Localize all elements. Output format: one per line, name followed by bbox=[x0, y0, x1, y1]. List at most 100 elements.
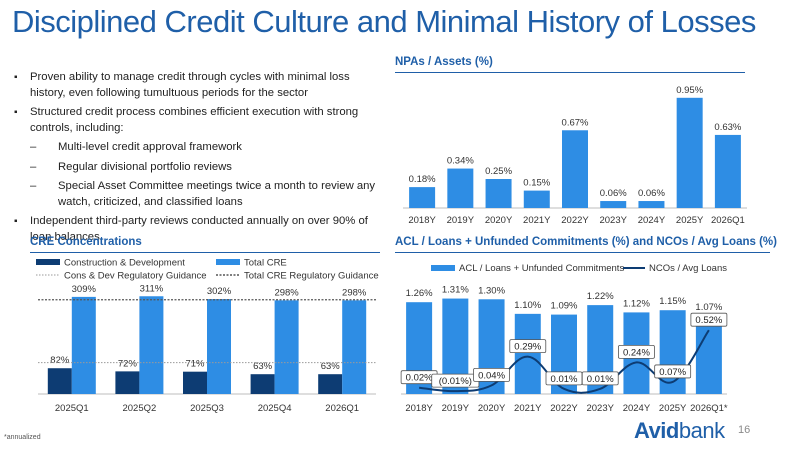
legend-label-total-cre: Total CRE bbox=[244, 258, 287, 269]
npa-x-tick-label: 2024Y bbox=[638, 215, 666, 226]
nco-label-box bbox=[654, 364, 692, 379]
cre-bar-total bbox=[139, 296, 164, 394]
npa-data-label: 0.15% bbox=[523, 178, 550, 189]
cre-bar-total bbox=[342, 300, 367, 394]
nco-data-label: 0.04% bbox=[478, 370, 505, 381]
npa-x-tick-label: 2022Y bbox=[561, 215, 589, 226]
acl-x-tick-label: 2022Y bbox=[550, 403, 578, 414]
npa-x-tick-label: 2020Y bbox=[485, 215, 513, 226]
npa-x-tick-label: 2026Q1 bbox=[711, 215, 745, 226]
acl-data-label: 1.09% bbox=[551, 301, 578, 312]
cre-bar-construction bbox=[115, 371, 140, 394]
legend-label-cre-guidance: Total CRE Regulatory Guidance bbox=[244, 271, 379, 282]
npa-bar bbox=[562, 130, 588, 208]
company-logo: Avidbank bbox=[634, 418, 725, 444]
acl-x-tick-label: 2025Y bbox=[659, 403, 687, 414]
footnote: *annualized bbox=[4, 434, 41, 441]
npa-data-label: 0.06% bbox=[600, 188, 627, 199]
cre-bar-construction bbox=[47, 368, 72, 394]
sub-bullet-item: Multi-level credit approval framework bbox=[14, 140, 379, 156]
npa-x-tick-label: 2023Y bbox=[599, 215, 627, 226]
legend-label-cd-guidance: Cons & Dev Regulatory Guidance bbox=[64, 271, 207, 282]
bullet-list: Proven ability to manage credit through … bbox=[14, 70, 379, 249]
nco-label-box bbox=[581, 371, 619, 386]
npa-bar bbox=[485, 179, 512, 208]
npa-bar bbox=[638, 201, 665, 208]
acl-title-rule bbox=[395, 252, 770, 253]
npa-chart: 0.18% 2018Y 0.34% 2019Y 0.25% 2020Y 0.15% 2021Y… bbox=[403, 85, 747, 226]
cre-label-total: 298% bbox=[342, 287, 367, 298]
nco-data-label: (0.01%) bbox=[439, 376, 472, 387]
npa-bar bbox=[523, 190, 550, 208]
acl-bar bbox=[659, 310, 686, 394]
cre-x-tick-label: 2025Q4 bbox=[258, 403, 292, 414]
npa-x-tick-label: 2021Y bbox=[523, 215, 551, 226]
acl-x-tick-label: 2026Q1* bbox=[690, 403, 728, 414]
nco-label-box bbox=[509, 339, 547, 354]
cre-bar-construction bbox=[250, 374, 275, 394]
bullet-item: Structured credit process combines effic… bbox=[14, 105, 379, 136]
npa-title-rule bbox=[395, 72, 745, 73]
acl-data-label: 1.26% bbox=[406, 288, 433, 299]
npa-x-tick-label: 2018Y bbox=[408, 215, 436, 226]
logo-bank: bank bbox=[678, 418, 725, 443]
acl-data-label: 1.15% bbox=[659, 296, 686, 307]
bullet-item: Independent third-party reviews conducte… bbox=[14, 214, 379, 245]
npa-bar bbox=[409, 187, 436, 208]
page-number: 16 bbox=[738, 424, 751, 436]
legend-swatch-total-cre bbox=[216, 259, 240, 265]
npa-data-label: 0.18% bbox=[409, 174, 436, 185]
cre-label-total: 302% bbox=[207, 286, 232, 297]
acl-data-label: 1.31% bbox=[442, 285, 469, 296]
cre-x-tick-label: 2025Q3 bbox=[190, 403, 224, 414]
npa-data-label: 0.95% bbox=[676, 85, 703, 96]
acl-x-tick-label: 2020Y bbox=[478, 403, 506, 414]
cre-label-construction: 63% bbox=[321, 361, 341, 372]
cre-bar-total bbox=[71, 296, 96, 394]
acl-bar bbox=[695, 316, 722, 394]
acl-x-tick-label: 2021Y bbox=[514, 403, 542, 414]
nco-data-label: 0.29% bbox=[514, 342, 541, 353]
npa-bar bbox=[676, 97, 703, 208]
legend-swatch-acl bbox=[431, 265, 455, 271]
npa-data-label: 0.25% bbox=[485, 166, 512, 177]
nco-data-label: 0.01% bbox=[551, 374, 578, 385]
nco-data-label: 0.24% bbox=[623, 347, 650, 358]
nco-data-label: 0.52% bbox=[695, 315, 722, 326]
acl-data-label: 1.22% bbox=[587, 291, 614, 302]
acl-x-tick-label: 2023Y bbox=[586, 403, 614, 414]
acl-data-label: 1.10% bbox=[514, 300, 541, 311]
acl-chart: ACL / Loans + Unfunded Commitments NCOs /… bbox=[400, 263, 728, 414]
npa-x-tick-label: 2019Y bbox=[447, 215, 475, 226]
cre-label-total: 298% bbox=[274, 287, 299, 298]
legend-label-construction: Construction & Development bbox=[64, 258, 185, 269]
npa-data-label: 0.67% bbox=[562, 117, 589, 128]
cre-x-tick-label: 2026Q1 bbox=[325, 403, 359, 414]
cre-x-tick-label: 2025Q1 bbox=[55, 403, 89, 414]
acl-data-label: 1.07% bbox=[695, 302, 722, 313]
acl-chart-title: ACL / Loans + Unfunded Commitments (%) a… bbox=[395, 236, 777, 248]
legend-label-nco: NCOs / Avg Loans bbox=[649, 263, 727, 274]
cre-label-construction: 82% bbox=[50, 355, 70, 366]
acl-x-tick-label: 2019Y bbox=[442, 403, 470, 414]
acl-data-label: 1.30% bbox=[478, 285, 505, 296]
cre-label-total: 309% bbox=[72, 284, 97, 295]
npa-x-tick-label: 2025Y bbox=[676, 215, 704, 226]
cre-x-tick-label: 2025Q2 bbox=[122, 403, 156, 414]
acl-x-tick-label: 2024Y bbox=[623, 403, 651, 414]
npa-bar bbox=[600, 201, 627, 208]
cre-bar-construction bbox=[183, 371, 207, 394]
cre-bar-total bbox=[207, 299, 231, 394]
cre-label-construction: 72% bbox=[118, 358, 138, 369]
nco-label-box bbox=[690, 312, 728, 327]
npa-data-label: 0.63% bbox=[714, 122, 741, 133]
cre-chart: Construction & Development Total CRE Cons … bbox=[36, 258, 379, 414]
cre-label-construction: 71% bbox=[185, 359, 205, 370]
nco-line bbox=[419, 329, 710, 394]
npa-bar bbox=[447, 168, 474, 208]
npa-bar bbox=[714, 134, 741, 208]
page-title: Disciplined Credit Culture and Minimal H… bbox=[12, 4, 756, 39]
nco-label-box bbox=[473, 368, 510, 382]
cre-title-rule bbox=[30, 252, 380, 253]
acl-data-label: 1.12% bbox=[623, 298, 650, 309]
